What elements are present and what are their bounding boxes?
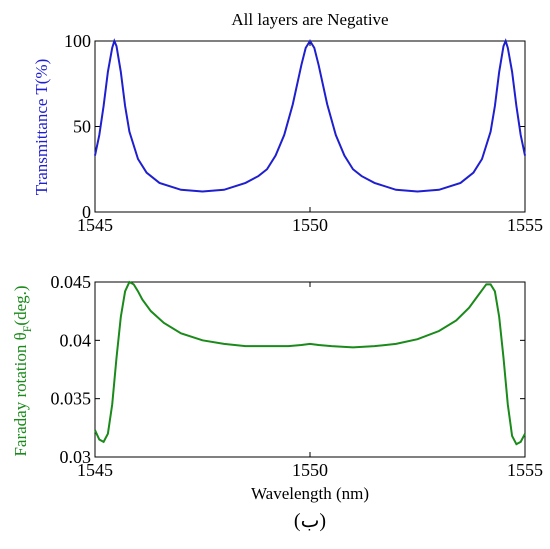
top-chart-ticks: 1545 1550 1555 0 50 100 <box>64 31 543 235</box>
bottom-chart-ylabel: Faraday rotation θF(deg.) <box>11 285 34 456</box>
top-ytick-label: 0 <box>82 202 91 222</box>
bottom-ytick-label: 0.045 <box>51 272 92 292</box>
bottom-ytick-label: 0.035 <box>51 389 92 409</box>
top-series-line <box>94 38 526 193</box>
bottom-xtick-label: 1550 <box>292 460 328 480</box>
bottom-ylabel-sub: F <box>20 325 34 332</box>
top-ytick-label: 100 <box>64 31 91 51</box>
figure-caption: (ب) <box>294 510 326 532</box>
bottom-chart-xlabel: Wavelength (nm) <box>251 484 369 503</box>
top-xtick-label: 1550 <box>292 215 328 235</box>
top-xtick-label: 1545 <box>77 215 113 235</box>
bottom-chart-frame <box>94 281 526 458</box>
top-chart-ylabel: Transmittance T(%) <box>32 59 51 195</box>
bottom-ylabel-unit: (deg.) <box>11 285 30 325</box>
top-ytick-label: 50 <box>73 117 91 137</box>
bottom-ytick-label: 0.03 <box>60 447 92 467</box>
top-chart-title: All layers are Negative <box>231 10 388 29</box>
bottom-series-line <box>94 280 526 446</box>
bottom-xtick-label: 1555 <box>507 460 543 480</box>
bottom-ytick-label: 0.04 <box>60 330 92 350</box>
top-chart-frame <box>94 40 526 213</box>
top-xtick-label: 1555 <box>507 215 543 235</box>
bottom-chart-ticks: 1545 1550 1555 0.03 0.035 0.04 0.045 <box>51 272 544 480</box>
bottom-xtick-label: 1545 <box>77 460 113 480</box>
bottom-ylabel-main: Faraday rotation θ <box>11 332 30 456</box>
